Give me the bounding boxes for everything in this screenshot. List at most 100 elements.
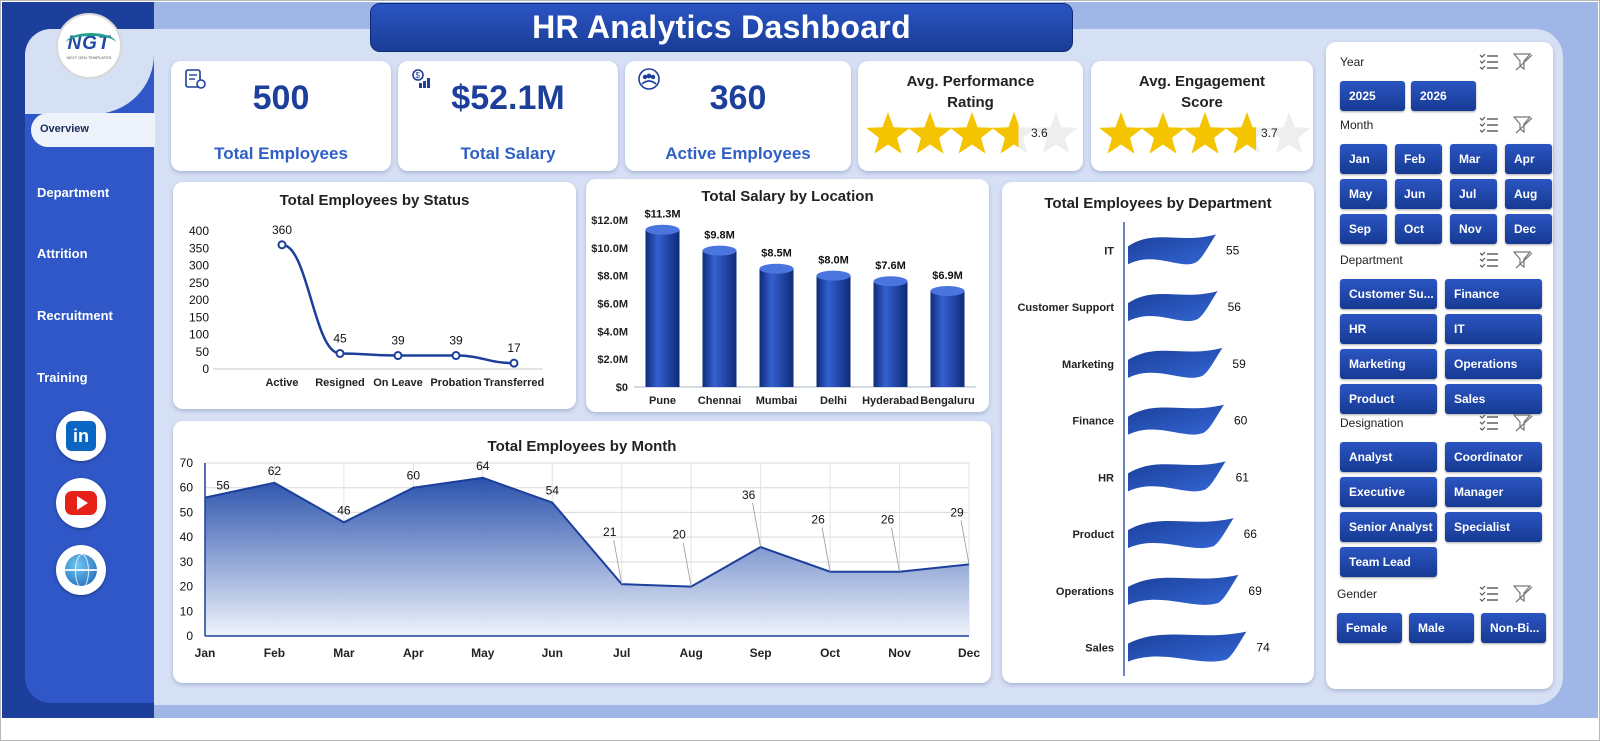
slicer-button[interactable]: 2026 (1411, 81, 1476, 111)
x-tick-label: Hyderabad (862, 395, 919, 407)
slicer-button[interactable]: IT (1445, 314, 1542, 344)
y-tick-label: Marketing (1062, 359, 1114, 371)
title-bar: HR Analytics Dashboard (370, 3, 1073, 52)
bar (1128, 574, 1239, 605)
slicer-button[interactable]: 2025 (1340, 81, 1405, 111)
data-label: 60 (1234, 414, 1248, 428)
youtube-button[interactable] (56, 478, 106, 528)
multi-select-icon[interactable] (1479, 585, 1499, 603)
y-tick-label: 0 (202, 362, 209, 376)
clear-filter-icon[interactable] (1513, 53, 1533, 71)
slicer-button[interactable]: Feb (1395, 144, 1442, 174)
status-line-chart: 0 50 100 150 200 250 300 350 400 360 Active 45 Resig… (189, 223, 545, 389)
slicer-button[interactable]: Sep (1340, 214, 1387, 244)
y-tick-label: Sales (1085, 643, 1114, 655)
sidebar-item-department[interactable]: Department (37, 185, 110, 200)
chart-title: Total Employees by Department (1044, 195, 1272, 212)
multi-select-icon[interactable] (1479, 116, 1499, 134)
slicer-button[interactable]: Jan (1340, 144, 1387, 174)
data-point (277, 240, 287, 250)
y-tick-label: Finance (1072, 416, 1114, 428)
filter-panel: Year 2025 2026 Month Jan Feb Mar Apr May Jun Jul Au… (1326, 42, 1553, 689)
slicer-button[interactable]: Nov (1450, 214, 1497, 244)
slicer-button[interactable]: Manager (1445, 477, 1542, 507)
sidebar-item-recruitment[interactable]: Recruitment (37, 308, 113, 323)
bar (1128, 518, 1234, 549)
y-tick-label: $8.0M (597, 271, 628, 283)
logo-subtext: NEXT GEN TEMPLATES (66, 54, 112, 60)
y-tick-label: 50 (180, 505, 194, 519)
slicer-button[interactable]: Finance (1445, 279, 1542, 309)
star-rating (1099, 112, 1311, 154)
data-label: 69 (1248, 584, 1262, 598)
star-icon (866, 112, 910, 154)
series-line (204, 476, 970, 588)
slicer-button[interactable]: Male (1409, 613, 1474, 643)
slicer-button[interactable]: Analyst (1340, 442, 1437, 472)
slicer-button[interactable]: Apr (1505, 144, 1552, 174)
slicer-button[interactable]: Jun (1395, 179, 1442, 209)
slicer-button[interactable]: Operations (1445, 349, 1542, 379)
x-tick-label: Oct (820, 646, 840, 660)
slicer-button[interactable]: Coordinator (1445, 442, 1542, 472)
y-tick-label: 150 (189, 310, 209, 324)
y-tick-label: 400 (189, 224, 209, 238)
slicer-button[interactable]: Mar (1450, 144, 1497, 174)
sidebar-item-training[interactable]: Training (37, 370, 88, 385)
slicer-button[interactable]: HR (1340, 314, 1437, 344)
rating-card-engagement: Avg. Engagement Score 3.7 (1091, 61, 1313, 171)
y-tick-label: $4.0M (597, 326, 628, 338)
kpi-card-total-employees: 500 Total Employees (171, 61, 391, 171)
svg-text:$: $ (416, 71, 421, 80)
slicer-button[interactable]: Marketing (1340, 349, 1437, 379)
x-tick-label: Apr (403, 646, 424, 660)
clear-filter-icon[interactable] (1513, 414, 1533, 432)
clear-filter-icon[interactable] (1513, 116, 1533, 134)
slicer-button[interactable]: Aug (1505, 179, 1552, 209)
clear-filter-icon[interactable] (1513, 585, 1533, 603)
multi-select-icon[interactable] (1479, 414, 1499, 432)
slicer-button[interactable]: Specialist (1445, 512, 1542, 542)
slicer-button[interactable]: Executive (1340, 477, 1437, 507)
slicer-button[interactable]: Customer Su... (1340, 279, 1437, 309)
x-tick-label: Pune (649, 395, 676, 407)
x-tick-label: Chennai (698, 395, 741, 407)
multi-select-icon[interactable] (1479, 53, 1499, 71)
slicer-title-designation: Designation (1340, 416, 1404, 430)
slicer-button[interactable]: Team Lead (1340, 547, 1437, 577)
data-label: 45 (333, 331, 347, 345)
slicer-button[interactable]: Non-Bi... (1481, 613, 1546, 643)
salary-bar-chart: $0 $2.0M $4.0M $6.0M $8.0M $10.0M $12.0M $11.3M… (591, 209, 976, 407)
slicer-button[interactable]: Product (1340, 384, 1437, 414)
bar-top (702, 245, 737, 256)
linkedin-button[interactable]: in (56, 411, 106, 461)
sidebar-item-attrition[interactable]: Attrition (37, 246, 88, 261)
slicer-button[interactable]: Dec (1505, 214, 1552, 244)
x-tick-label: Transferred (484, 377, 545, 389)
bar-top (873, 276, 908, 287)
website-button[interactable] (56, 545, 106, 595)
slicer-button[interactable]: Jul (1450, 179, 1497, 209)
bar (1128, 461, 1226, 492)
slicer-button[interactable]: Oct (1395, 214, 1442, 244)
star-icon (992, 112, 1036, 154)
clear-filter-icon[interactable] (1513, 251, 1533, 269)
data-label: 46 (337, 503, 351, 517)
data-label: 55 (1226, 243, 1240, 257)
data-label: 39 (449, 334, 463, 348)
slicer-button[interactable]: Senior Analyst (1340, 512, 1437, 542)
slicer-button[interactable]: May (1340, 179, 1387, 209)
chart-title: Total Salary by Location (701, 188, 874, 205)
multi-select-icon[interactable] (1479, 251, 1499, 269)
data-point (393, 351, 403, 361)
leader-line (682, 542, 692, 587)
data-label: 74 (1256, 641, 1270, 655)
month-chart-card: Total Employees by Month 0 10 20 30 40 50 60 70… (173, 421, 991, 683)
slicer-button[interactable]: Sales (1445, 384, 1542, 414)
x-tick-label: Delhi (820, 395, 847, 407)
slicer-button[interactable]: Female (1337, 613, 1402, 643)
x-tick-label: Aug (680, 646, 703, 660)
sidebar-item-overview[interactable]: Overview (31, 113, 155, 147)
bar (873, 281, 908, 387)
x-tick-label: Sep (750, 646, 772, 660)
